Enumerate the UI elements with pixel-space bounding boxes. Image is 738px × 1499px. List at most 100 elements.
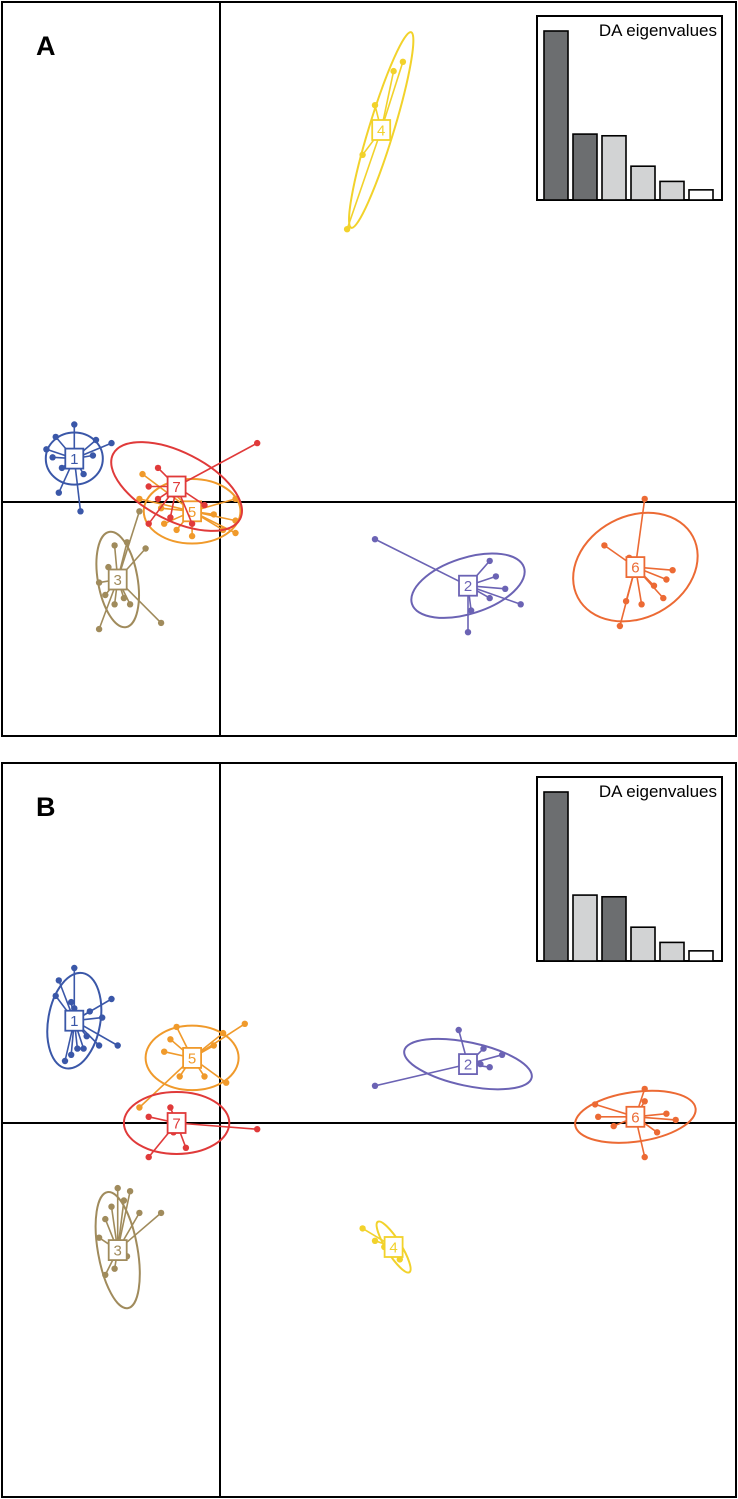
cluster-4-label: 4 (389, 1240, 397, 1257)
cluster-5-point (161, 520, 168, 527)
cluster-3-point (157, 1209, 165, 1217)
cluster-7-point (154, 495, 162, 503)
cluster-3-link (116, 511, 141, 580)
cluster-1-ellipse (46, 971, 103, 1070)
cluster-5-point (232, 495, 239, 503)
cluster-6-point (653, 1129, 661, 1136)
cluster-1-point (83, 1033, 90, 1040)
cluster-7-link (176, 442, 258, 488)
cluster-2-point (486, 557, 493, 565)
cluster-1-point (58, 464, 66, 472)
cluster-6-point (638, 601, 645, 608)
cluster-3-point (102, 1215, 109, 1223)
cluster-2-point (477, 1060, 484, 1068)
cluster-3-point (126, 1188, 134, 1195)
cluster-1-point (114, 1042, 121, 1049)
cluster-2-point (517, 601, 524, 608)
cluster-6-label-box (625, 556, 646, 578)
cluster-6-point (672, 1116, 679, 1124)
cluster-6-ellipse (572, 511, 699, 623)
cluster-1-label: 1 (70, 451, 78, 468)
cluster-1-point (99, 1014, 106, 1021)
cluster-5-label: 5 (188, 504, 196, 521)
cluster-2-point (371, 1082, 379, 1090)
cluster-3-point (157, 619, 165, 627)
cluster-2-point (464, 629, 472, 636)
cluster-6: 6 (574, 1085, 697, 1161)
cluster-4-point (343, 226, 351, 233)
cluster-3-point (123, 539, 131, 546)
cluster-3-point (114, 1184, 121, 1192)
cluster-1-point (108, 439, 115, 447)
cluster-3-point (111, 601, 118, 608)
cluster-5-point (210, 1042, 217, 1049)
panel-a-eigenvalue-inset: DA eigenvalues (536, 15, 723, 201)
cluster-3-point (120, 594, 128, 602)
cluster-5-label: 5 (188, 1050, 196, 1067)
cluster-4-point (399, 58, 407, 65)
panel-a-frame (1, 1, 737, 737)
cluster-6-point (601, 542, 608, 549)
eigenvalue-bar (688, 189, 714, 201)
cluster-2-point (486, 1064, 493, 1071)
cluster-5-point (139, 470, 146, 478)
cluster-7-point (167, 1104, 174, 1111)
cluster-1-point (80, 1045, 87, 1052)
cluster-1-point (80, 470, 87, 478)
cluster-3-label: 3 (114, 572, 122, 589)
cluster-3-point (111, 1265, 118, 1272)
cluster-7-point (154, 464, 162, 472)
cluster-4-link (346, 129, 382, 230)
cluster-1-point (108, 995, 115, 1003)
cluster-3-label-box (107, 568, 128, 591)
panel-b-frame (1, 762, 737, 1498)
panel-b-inset-title: DA eigenvalues (599, 782, 717, 801)
cluster-2-point (455, 1026, 462, 1034)
cluster-1-point (55, 489, 62, 496)
eigenvalue-bar (543, 30, 569, 201)
panel-a-letter: A (36, 31, 56, 61)
cluster-3-ellipse (94, 1190, 141, 1310)
cluster-1-point (89, 452, 97, 459)
cluster-2-ellipse (403, 1037, 533, 1091)
cluster-7-link (176, 1122, 258, 1130)
cluster-4-point (371, 1237, 379, 1245)
cluster-5-label-box (182, 1047, 203, 1069)
cluster-7-point (167, 514, 174, 521)
cluster-4-ellipse (348, 31, 415, 229)
cluster-4-label-box (371, 119, 392, 141)
eigenvalue-bar (659, 180, 685, 201)
eigenvalue-bar (572, 133, 598, 201)
panel-b-eigenvalue-inset: DA eigenvalues (536, 776, 723, 962)
cluster-2-point (480, 1045, 487, 1052)
cluster-1-point (92, 436, 100, 444)
cluster-5-point (161, 1048, 168, 1055)
cluster-4-point (359, 1225, 366, 1232)
cluster-6-point (616, 622, 624, 630)
cluster-1-point (49, 454, 56, 461)
cluster-4-label: 4 (377, 123, 385, 140)
cluster-1-label-box (64, 447, 85, 470)
cluster-5: 5 (136, 1020, 248, 1111)
cluster-6-point (663, 576, 670, 583)
cluster-3-point (108, 1203, 115, 1210)
cluster-7-point (145, 483, 152, 490)
cluster-6-point (641, 1153, 648, 1161)
cluster-3-point (126, 601, 134, 608)
panel-b-letter: B (36, 792, 56, 822)
cluster-7-ellipse (110, 441, 243, 532)
cluster-6-label: 6 (631, 1109, 639, 1126)
cluster-7-label: 7 (172, 479, 180, 496)
cluster-5-point (188, 532, 196, 540)
panel-b-groups: 1 2 3 4 5 7 6 (46, 964, 697, 1310)
cluster-7-point (145, 1153, 152, 1161)
cluster-1-point (71, 964, 78, 972)
cluster-5-point (232, 529, 239, 537)
cluster-5-point (167, 1036, 174, 1043)
cluster-6-ellipse (574, 1089, 697, 1144)
cluster-1-point (71, 421, 78, 428)
cluster-1-point (95, 1042, 103, 1049)
cluster-7-point (145, 520, 152, 527)
cluster-1-point (61, 1057, 69, 1065)
